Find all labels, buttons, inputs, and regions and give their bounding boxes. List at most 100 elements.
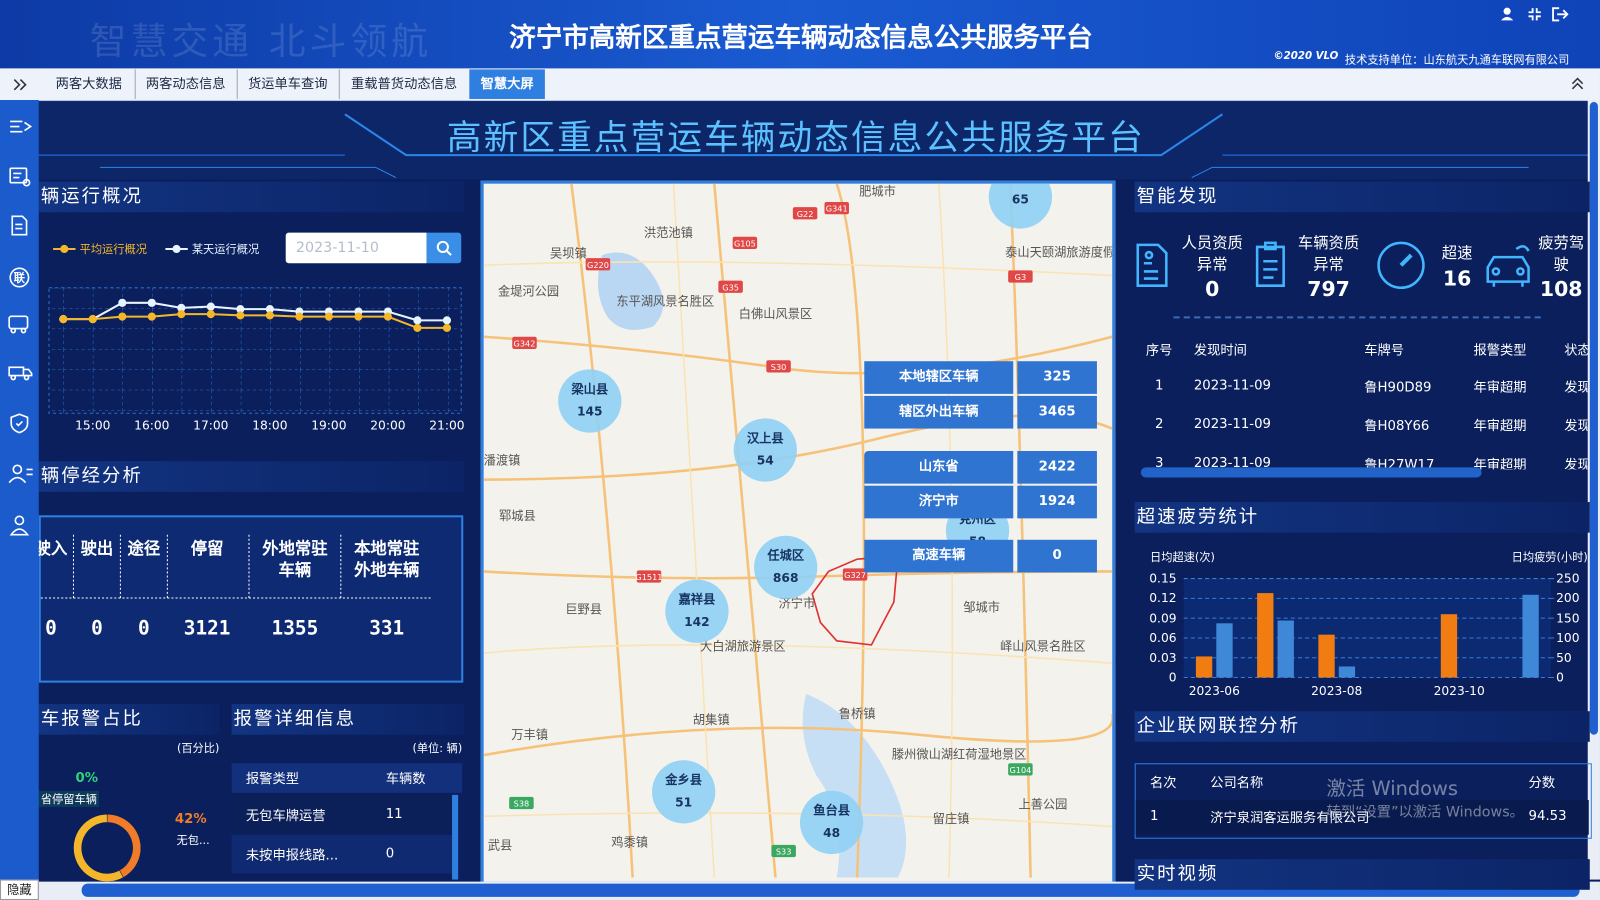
table-scrollbar [452,794,459,880]
series-line [63,313,447,329]
map-stat-label: 辖区外出车辆 [864,395,1014,429]
nav-tab[interactable]: 两客大数据 [43,69,136,99]
table-cell: 1 [1149,808,1159,824]
nav-expand[interactable] [10,77,30,93]
pie-label: 省停留车辆 [38,790,99,808]
road-label: G1511 [635,572,662,582]
map-stat-label: 本地辖区车辆 [864,361,1014,394]
table-cell: 鲁H08Y66 [1364,418,1430,435]
road-shield [636,570,662,583]
windows-activate-hint: 转到“设置”以激活 Windows。 [1326,804,1524,821]
table-cell: 年审超期 [1473,380,1527,396]
x-tick-label: 16:00 [134,418,170,433]
cluster-count: 868 [773,571,799,585]
point [118,312,127,321]
bar [1195,656,1213,678]
sidebar-icons[interactable]: 联 [0,100,39,559]
header-icons[interactable] [1492,4,1594,24]
road-shield [842,568,868,581]
nav-collapse[interactable] [1569,76,1585,92]
place-label: 滕州微山湖红荷湿地景区 [892,747,1027,762]
road-label: G342 [514,338,536,348]
table-cell: 1 [1154,378,1164,394]
table-row[interactable] [1135,799,1589,835]
cluster [652,760,716,824]
header-watermark: 智慧交通 北斗领航 [89,21,433,64]
nav-tab[interactable]: 智慧大屏 [469,69,545,99]
right-scroll-thumb[interactable] [1589,102,1598,735]
panel-title: 企业联网联控分析 [1134,711,1590,742]
table-header: 分数 [1528,776,1556,792]
road-label: G327 [844,570,866,580]
table-row[interactable] [231,794,453,834]
place-label: 巨野县 [565,603,602,617]
donut-segment [73,814,124,882]
stop-header: 途径 [127,538,161,559]
place-label: 金堤河公园 [498,283,559,298]
y-tick-label: 0.09 [1149,611,1177,626]
stop-header: 驶出 [80,538,114,559]
lake [802,693,907,878]
nav-tab[interactable]: 两客动态信息 [135,69,238,99]
stat-label: 人员资质异常 [1181,233,1243,274]
table-cell: 年审超期 [1473,457,1527,470]
table-cell: 年审超期 [1473,418,1527,435]
stop-value: 1355 [271,617,319,640]
table-cell: 发现 [1564,380,1587,396]
stop-separators [40,534,433,599]
place-label: 吴坝镇 [550,247,587,261]
cluster-name: 任城区 [766,548,804,563]
stat-label: 超速 [1441,243,1473,263]
y-tick-label: 0 [1168,670,1177,685]
stat-value: 108 [1539,276,1583,302]
divider [1173,316,1541,319]
cluster-name: 汉上县 [747,430,784,445]
cluster [754,535,818,599]
table-header: 状态 [1564,343,1587,359]
point [383,312,392,321]
table-cell: 2023-11-09 [1193,416,1271,433]
place-label: 万丰镇 [511,728,548,742]
panel-title: 车报警占比 [38,704,220,735]
cluster [799,790,864,855]
stat-value: 0 [1205,276,1220,302]
date-input[interactable]: 2023-11-10 [285,232,427,264]
pie-label: 无包... [176,833,210,847]
map-stat-value: 3465 [1017,395,1097,429]
place-label: 肥城市 [859,184,896,199]
table-header: 报警类型 [245,771,299,788]
enterprise-table [1134,763,1592,839]
map-stat-value: 2422 [1017,451,1097,484]
table-cell: 济宁泉润客运服务有限公司 [1210,810,1370,827]
district-boundary [811,555,899,646]
axis-title: 日均疲劳(小时) [1511,551,1588,565]
road-shield [585,258,611,271]
road-label: G22 [797,209,814,219]
table-cell: 3 [1154,455,1164,470]
table-row[interactable] [231,834,453,874]
map[interactable]: G341 G22 G105 G220 G35 G342 G3 S30 G327 G1511 S38 S… [483,183,1113,882]
place-label: 郓城县 [499,509,536,523]
stop-box [38,515,464,683]
hide-button[interactable]: 隐藏 [0,879,39,900]
pie-value-label: 0% [75,770,98,787]
road-shield [792,207,818,220]
road-label: S38 [514,799,530,809]
x-tick-label: 21:00 [429,418,465,433]
table-cell: 发现 [1564,457,1587,470]
nav-tab[interactable]: 货运单车查询 [237,69,340,99]
point [118,298,127,307]
point [324,312,333,321]
table-header: 车辆数 [385,771,426,788]
nav-tab[interactable]: 重载普货动态信息 [339,69,471,99]
search-button[interactable] [426,232,462,264]
legend-dot [60,244,69,254]
point [177,310,186,319]
table-scrollbar[interactable] [1140,467,1482,478]
cluster-count: 51 [675,796,692,810]
x-tick-label: 17:00 [193,418,229,433]
place-label: 大白湖旅游景区 [700,638,786,653]
table-head-bg [231,763,463,793]
bar [1318,634,1335,678]
